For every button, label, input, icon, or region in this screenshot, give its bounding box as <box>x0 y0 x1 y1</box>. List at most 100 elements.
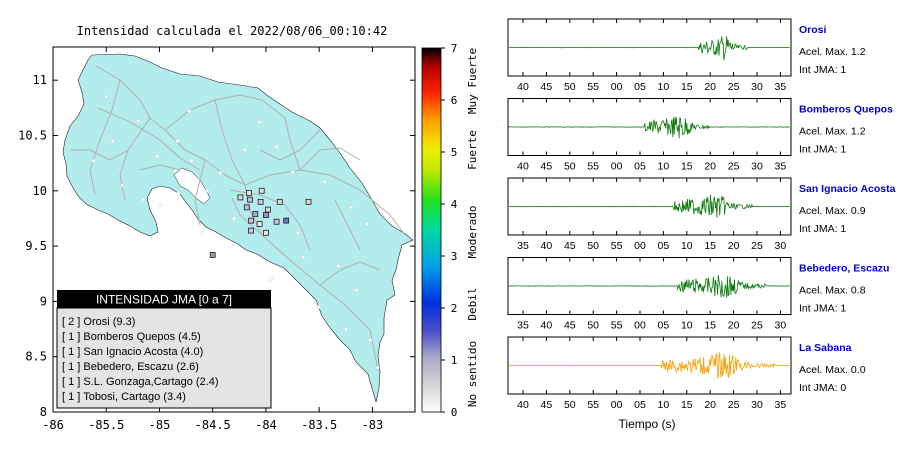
map-x-tick-label: -85.5 <box>88 418 124 432</box>
road-segment <box>119 117 151 201</box>
city-marker <box>176 191 181 195</box>
map-y-tick-label: 8.5 <box>25 350 47 364</box>
trace-tick-label: 25 <box>751 240 763 252</box>
trace-tick-label: 20 <box>704 399 716 411</box>
station-marker[interactable] <box>252 211 259 217</box>
trace-tick-label: 35 <box>517 320 529 332</box>
road-segment <box>164 94 286 131</box>
intensity-colorbar: 7 6 5 4 3 2 1 0 Muy Fuerte Fuerte Moderado Debi… <box>421 42 479 419</box>
seismogram-waveform <box>508 194 790 218</box>
map-frame <box>52 46 416 413</box>
station-marker[interactable] <box>246 190 252 196</box>
road-segment <box>89 79 121 196</box>
trace-tick-label: 55 <box>587 81 599 93</box>
trace-tick-label: 10 <box>658 161 670 173</box>
trace-tick-label: 05 <box>634 81 646 93</box>
station-marker[interactable] <box>265 206 271 213</box>
road-segment <box>139 164 181 171</box>
station-accel: Acel. Max. 0.0 <box>799 364 866 376</box>
colorbar-tick-label: 3 <box>451 250 458 263</box>
city-marker <box>317 304 322 309</box>
trace-panel: 40 45 50 55 00 05 10 15 20 25 30 35 Bomberos Quepos A… <box>507 98 893 173</box>
city-marker <box>368 338 373 343</box>
trace-tick-label: 55 <box>611 240 623 252</box>
trace-tick-label: 05 <box>634 161 646 173</box>
trace-tick-label: 10 <box>658 399 670 411</box>
city-marker <box>274 144 279 149</box>
trace-tick-label: 40 <box>541 320 553 332</box>
trace-tick-label: 45 <box>564 320 576 332</box>
colorbar-label-moderado: Moderado <box>466 206 479 259</box>
city-marker <box>136 119 141 124</box>
city-marker <box>110 139 115 143</box>
legend-entry: [ 1 ] Tobosi, Cartago (3.4) <box>62 391 186 403</box>
trace-tick-label: 55 <box>587 399 599 411</box>
station-marker[interactable] <box>305 198 312 205</box>
trace-tick-label: 20 <box>704 161 716 173</box>
trace-tick-label: 40 <box>517 161 529 173</box>
colorbar-tick-label: 4 <box>451 198 458 211</box>
trace-tick-label: 30 <box>775 320 787 332</box>
station-markers <box>209 187 312 258</box>
station-marker[interactable] <box>273 218 280 225</box>
trace-panel: 40 45 50 55 00 05 10 15 20 25 30 35 La Sabana Acel. M… <box>507 336 866 411</box>
station-marker[interactable] <box>237 194 244 201</box>
trace-tick-label: 25 <box>751 320 763 332</box>
map-x-tick-label: -85 <box>149 418 171 432</box>
station-marker[interactable] <box>263 229 269 236</box>
station-marker[interactable] <box>283 217 290 224</box>
city-marker <box>336 264 341 268</box>
station-marker[interactable] <box>256 221 263 227</box>
station-marker[interactable] <box>258 187 265 194</box>
station-intensity: Int JMA: 1 <box>799 144 846 156</box>
station-marker[interactable] <box>263 212 269 219</box>
station-marker[interactable] <box>247 196 253 203</box>
trace-tick-label: 00 <box>634 320 646 332</box>
map-x-tick-label: -84 <box>255 418 277 432</box>
city-marker <box>120 183 125 188</box>
map-content <box>62 53 414 403</box>
colorbar-ticks: 7 6 5 4 3 2 1 0 <box>441 42 458 419</box>
colorbar-label-debil: Debil <box>466 287 479 320</box>
city-marker <box>173 168 178 173</box>
trace-tick-label: 05 <box>658 320 670 332</box>
station-marker[interactable] <box>248 217 254 224</box>
map-y-tick-label: 10.5 <box>18 128 47 142</box>
seismogram-waveform <box>508 274 790 298</box>
trace-tick-label: 25 <box>728 399 740 411</box>
city-marker <box>187 109 192 114</box>
legend-entry: [ 1 ] Bomberos Quepos (4.5) <box>62 331 201 343</box>
station-marker[interactable] <box>248 227 254 234</box>
road-segment <box>319 261 381 286</box>
costa-rica-landmass <box>62 53 414 403</box>
station-marker[interactable] <box>209 252 216 258</box>
map-x-tick-label: -86 <box>42 418 64 432</box>
trace-tick-label: 50 <box>564 399 576 411</box>
map-y-tick-label: 9.5 <box>25 239 47 253</box>
time-axis-label: Tiempo (s) <box>619 417 676 431</box>
trace-tick-label: 30 <box>751 161 763 173</box>
city-marker <box>295 230 300 235</box>
station-name: San Ignacio Acosta <box>799 183 896 195</box>
station-marker[interactable] <box>276 198 283 205</box>
city-marker <box>322 179 327 184</box>
station-marker[interactable] <box>243 204 250 211</box>
city-marker <box>232 216 236 221</box>
road-segment <box>244 184 379 371</box>
trace-tick-label: 30 <box>775 240 787 252</box>
seismogram-waveform <box>508 352 790 379</box>
trace-tick-label: 40 <box>517 81 529 93</box>
trace-tick-label: 00 <box>611 399 623 411</box>
map-x-tick-label: -84.5 <box>195 418 231 432</box>
trace-tick-label: 05 <box>634 399 646 411</box>
trace-tick-label: 50 <box>564 161 576 173</box>
station-marker[interactable] <box>257 198 264 205</box>
station-intensity: Int JMA: 1 <box>799 223 846 235</box>
trace-tick-label: 15 <box>704 320 716 332</box>
trace-tick-label: 30 <box>751 399 763 411</box>
city-markers <box>91 94 380 370</box>
city-marker <box>349 205 354 210</box>
colorbar-tick-label: 0 <box>451 406 458 419</box>
trace-tick-label: 15 <box>704 240 716 252</box>
station-accel: Acel. Max. 0.9 <box>799 205 866 217</box>
